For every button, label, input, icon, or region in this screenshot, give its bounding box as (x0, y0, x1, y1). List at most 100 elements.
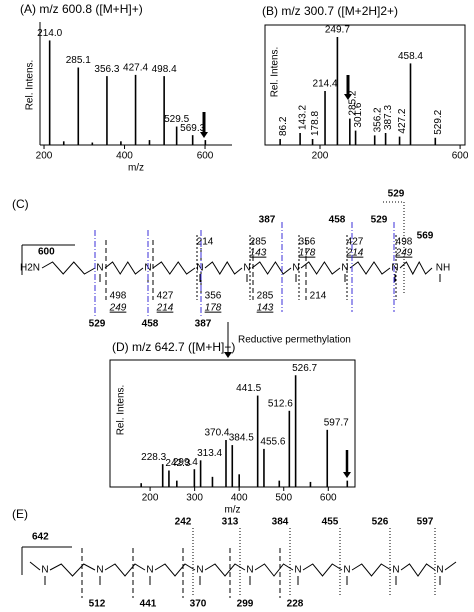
fragment-label: 214 (310, 291, 327, 302)
panel-label: (C) (12, 197, 29, 211)
fragment-label: 597 (417, 517, 434, 528)
chain (104, 261, 144, 275)
peak-label: 569.3 (180, 123, 205, 134)
peak-label: 214.4 (313, 79, 338, 90)
panel-label: (E) (12, 507, 28, 521)
x-axis-label: m/z (224, 505, 240, 516)
peak-label: 299.4 (173, 457, 198, 468)
fragment-label: 356 (205, 291, 222, 302)
chain (349, 261, 391, 275)
fragment-label: 569 (417, 231, 434, 242)
atom: N (41, 565, 48, 576)
chain (251, 261, 292, 275)
peak-label: 214.0 (37, 28, 62, 39)
arrow-head (343, 472, 351, 478)
x-tick-label: 400 (116, 151, 133, 162)
atom: N (196, 565, 203, 576)
peak-label: 86.2 (278, 116, 289, 136)
peak-label: 285.2 (347, 90, 358, 115)
fragment-label: 143 (250, 248, 267, 259)
peak-label: 242.3 (165, 458, 190, 469)
fragment-label: 228 (287, 599, 304, 610)
chain (204, 261, 243, 275)
fragment-label: 214 (346, 248, 364, 259)
fragment-label: 387 (195, 319, 212, 330)
y-axis-label: Rel. Intens. (116, 385, 127, 436)
fragment-label: 512 (89, 599, 106, 610)
x-tick-label: 600 (197, 151, 214, 162)
x-tick-label: 400 (231, 493, 248, 504)
fragment-label: 529 (388, 189, 405, 200)
peak-label: 441.5 (236, 383, 261, 394)
atom: N (243, 263, 250, 274)
end-group: NH (436, 263, 450, 274)
x-tick-label: 600 (320, 493, 337, 504)
peak-label: 455.6 (260, 437, 285, 448)
fragment-label: 285 (257, 291, 274, 302)
fragment-label: 313 (222, 517, 239, 528)
atom: N (341, 263, 348, 274)
fragment-label: 458 (142, 319, 159, 330)
atom: N (146, 565, 153, 576)
fragment-label: 214 (197, 237, 214, 248)
peak-label: 526.7 (292, 363, 317, 374)
chain (104, 563, 146, 577)
bond (444, 561, 457, 571)
precursor-label: 600 (38, 247, 55, 258)
fragment-label: 214 (156, 303, 174, 314)
fragment-label: 526 (372, 517, 389, 528)
atom: N (96, 263, 103, 274)
chart-title: (D) m/z 642.7 ([M+H]+) (112, 340, 235, 354)
x-tick-label: 300 (186, 493, 203, 504)
peak-label: 597.7 (324, 417, 349, 428)
peak-label: 301.6 (353, 102, 364, 127)
x-tick-label: 600 (452, 151, 469, 162)
chain (302, 563, 343, 577)
chain (152, 261, 196, 275)
fragment-label: 249 (109, 303, 127, 314)
peak-label: 529.5 (164, 114, 189, 125)
peak-label: 498.4 (152, 64, 177, 75)
peak-label: 143.2 (298, 105, 309, 130)
bond (29, 561, 41, 571)
y-axis-label: Rel. Intens. (270, 47, 281, 98)
fragment-label: 441 (140, 599, 157, 610)
x-tick-label: 200 (36, 151, 53, 162)
peak-label: 512.6 (268, 398, 293, 409)
atom: N (196, 263, 203, 274)
atom: N (343, 565, 350, 576)
peak-label: 285.1 (66, 55, 91, 66)
atom: N (96, 565, 103, 576)
fragment-label: 285 (250, 237, 267, 248)
fragment-label: 529 (371, 215, 388, 226)
fragment-label: 458 (329, 215, 346, 226)
atom: N (436, 565, 443, 576)
fragment-label: 498 (110, 291, 127, 302)
peak-label: 384.5 (229, 433, 254, 444)
atom: N (246, 565, 253, 576)
precursor-label: 642 (32, 532, 49, 543)
chain (254, 563, 294, 577)
chain (400, 563, 436, 577)
chain (351, 563, 392, 577)
peak-label: 427.4 (123, 63, 148, 74)
atom: N (294, 565, 301, 576)
arrow-head (344, 94, 352, 100)
peak-label: 458.4 (398, 51, 423, 62)
chain (49, 563, 96, 577)
peak-label: 228.3 (141, 452, 166, 463)
fragment-label: 387 (259, 215, 276, 226)
end-group: H2N (20, 263, 40, 274)
fragment-label: 384 (272, 517, 289, 528)
peak-label: 387.3 (383, 105, 394, 130)
peak-label: 249.7 (325, 25, 350, 36)
fragment-label: 455 (322, 517, 339, 528)
chart-title: (B) m/z 300.7 ([M+2H]2+) (262, 4, 398, 18)
chain (399, 260, 433, 276)
chain (41, 261, 96, 275)
fragment-label: 143 (257, 303, 274, 314)
chain (300, 261, 341, 275)
fragment-label: 370 (190, 599, 207, 610)
fragment-label: 178 (299, 248, 316, 259)
peak-label: 529.2 (433, 109, 444, 134)
